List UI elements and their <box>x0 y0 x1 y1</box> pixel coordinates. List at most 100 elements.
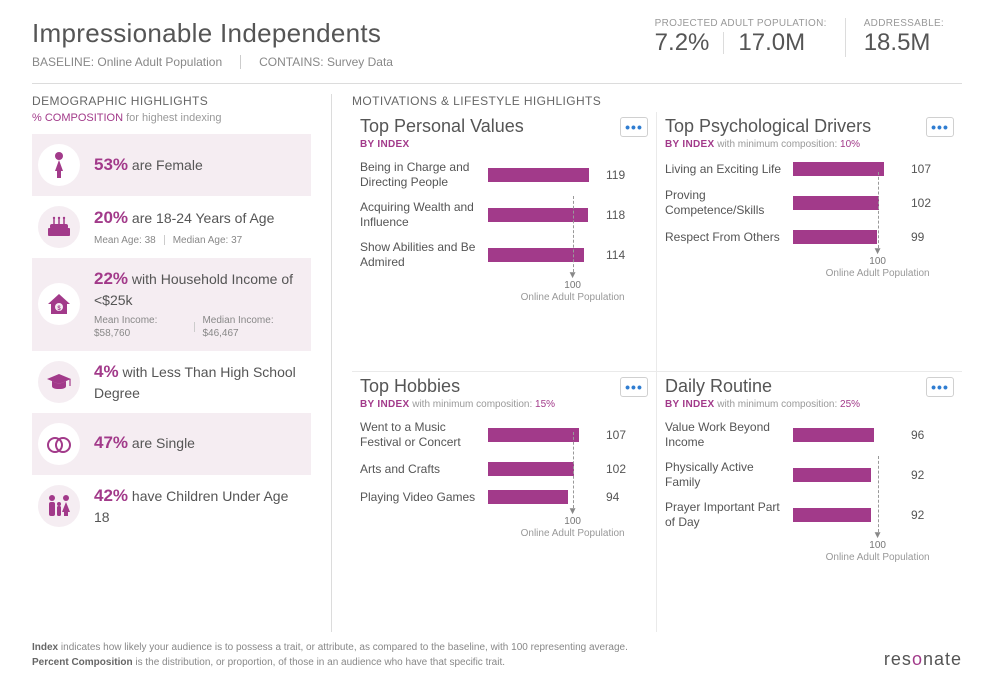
bar-label: Living an Exciting Life <box>665 162 785 177</box>
bar-track <box>488 488 598 506</box>
bar-row: Prayer Important Part of Day 92 <box>665 500 954 530</box>
baseline-marker: ▼100Online Adult Population <box>793 248 954 282</box>
baseline-marker: ▼100Online Adult Population <box>488 508 648 542</box>
demographics-title: DEMOGRAPHIC HIGHLIGHTS <box>32 94 311 108</box>
bar-row: Respect From Others 99 <box>665 228 954 246</box>
bar-value: 107 <box>606 428 626 442</box>
demographic-row: 53% are Female <box>32 134 311 196</box>
grad-icon <box>38 361 80 403</box>
bar-label: Being in Charge and Directing People <box>360 160 480 190</box>
footer: Index indicates how likely your audience… <box>32 640 962 670</box>
demographic-row: 42% have Children Under Age 18 <box>32 475 311 537</box>
bar-track <box>488 206 598 224</box>
stat-projected: PROJECTED ADULT POPULATION: 7.2% 17.0M <box>655 18 845 57</box>
card-subtitle: BY INDEX with minimum composition: 25% <box>665 399 954 410</box>
demographic-text: 42% have Children Under Age 18 <box>94 485 301 527</box>
baseline-marker: ▼100Online Adult Population <box>793 532 954 566</box>
demographic-text: 47% are Single <box>94 432 301 455</box>
bar-track <box>793 194 903 212</box>
brand-logo: resonate <box>884 649 962 670</box>
card-subtitle: BY INDEX with minimum composition: 15% <box>360 399 648 410</box>
bar-track <box>488 460 598 478</box>
card-subtitle: BY INDEX with minimum composition: 10% <box>665 139 954 150</box>
demographic-text: 20% are 18-24 Years of AgeMean Age: 38Me… <box>94 207 301 247</box>
card-title: Top Psychological Drivers <box>665 116 871 137</box>
card-menu-button[interactable]: ••• <box>620 377 648 397</box>
demographic-row: 20% are 18-24 Years of AgeMean Age: 38Me… <box>32 196 311 258</box>
bar-label: Proving Competence/Skills <box>665 188 785 218</box>
female-icon <box>38 144 80 186</box>
card-menu-button[interactable]: ••• <box>926 117 954 137</box>
bar-row: Physically Active Family92 <box>665 460 954 490</box>
bar-label: Show Abilities and Be Admired <box>360 240 480 270</box>
demographic-text: 22% with Household Income of <$25kMean I… <box>94 268 301 341</box>
motivation-card: Top Psychological Drivers ••• BY INDEX wit… <box>657 112 962 372</box>
bar-track <box>793 466 903 484</box>
motivations-title: MOTIVATIONS & LIFESTYLE HIGHLIGHTS <box>352 94 962 108</box>
bar-track <box>793 506 903 524</box>
bar-label: Arts and Crafts <box>360 462 480 477</box>
demographic-meta: Mean Age: 38Median Age: 37 <box>94 234 301 248</box>
bar-value: 96 <box>911 428 924 442</box>
card-menu-button[interactable]: ••• <box>620 117 648 137</box>
demographic-row: 47% are Single <box>32 413 311 475</box>
bar-label: Acquiring Wealth and Influence <box>360 200 480 230</box>
card-title: Top Hobbies <box>360 376 460 397</box>
bar-track <box>488 166 598 184</box>
bar-label: Playing Video Games <box>360 490 480 505</box>
addressable-value: 18.5M <box>864 29 944 57</box>
motivations-grid: Top Personal Values ••• BY INDEX Being in C… <box>352 112 962 632</box>
header: Impressionable Independents BASELINE: On… <box>32 18 962 84</box>
baseline-marker: ▼100Online Adult Population <box>488 272 648 306</box>
bar-row: Arts and Crafts 102 <box>360 460 648 478</box>
bar-track <box>488 426 598 444</box>
stat-addressable: ADDRESSABLE: 18.5M <box>845 18 962 57</box>
motivation-card: Top Personal Values ••• BY INDEX Being in C… <box>352 112 657 372</box>
bar-track <box>793 228 903 246</box>
rings-icon <box>38 423 80 465</box>
bar-label: Went to a Music Festival or Concert <box>360 420 480 450</box>
bar-row: Proving Competence/Skills 102 <box>665 188 954 218</box>
bar-label: Value Work Beyond Income <box>665 420 785 450</box>
bar-row: Playing Video Games 94 <box>360 488 648 506</box>
bar-row: Value Work Beyond Income 96 <box>665 420 954 450</box>
bar-value: 94 <box>606 490 619 504</box>
projected-pct: 7.2% <box>655 29 710 57</box>
page-title: Impressionable Independents <box>32 18 393 49</box>
bar-value: 102 <box>606 462 626 476</box>
bar-track <box>793 160 903 178</box>
bar-row: Acquiring Wealth and Influence 118 <box>360 200 648 230</box>
bar-row: Being in Charge and Directing People 119 <box>360 160 648 190</box>
demographics-list: 53% are Female 20% are 18-24 Years of Age… <box>32 134 311 537</box>
projected-count: 17.0M <box>738 29 805 57</box>
header-subtitle: BASELINE: Online Adult Population CONTAI… <box>32 55 393 69</box>
card-menu-button[interactable]: ••• <box>926 377 954 397</box>
bar-row: Living an Exciting Life 107 <box>665 160 954 178</box>
bar-label: Prayer Important Part of Day <box>665 500 785 530</box>
demographic-row: 4% with Less Than High School Degree <box>32 351 311 413</box>
bar-value: 118 <box>606 208 625 222</box>
family-icon <box>38 485 80 527</box>
bar-value: 107 <box>911 162 931 176</box>
bar-track <box>488 246 598 264</box>
bar-label: Respect From Others <box>665 230 785 245</box>
bar-value: 119 <box>606 168 625 182</box>
bar-row: Show Abilities and Be Admired 114 <box>360 240 648 270</box>
motivation-card: Daily Routine ••• BY INDEX with minimum co… <box>657 372 962 632</box>
card-title: Top Personal Values <box>360 116 524 137</box>
bar-value: 99 <box>911 230 924 244</box>
demographic-text: 4% with Less Than High School Degree <box>94 361 301 403</box>
bar-track <box>793 426 903 444</box>
bar-label: Physically Active Family <box>665 460 785 490</box>
cake-icon <box>38 206 80 248</box>
bar-value: 92 <box>911 508 924 522</box>
demographic-text: 53% are Female <box>94 154 301 177</box>
bar-row: Went to a Music Festival or Concert 107 <box>360 420 648 450</box>
demographic-meta: Mean Income: $58,760Median Income: $46,4… <box>94 314 301 341</box>
bar-value: 102 <box>911 196 931 210</box>
bar-value: 114 <box>606 248 625 262</box>
demographic-row: $22% with Household Income of <$25kMean … <box>32 258 311 351</box>
card-subtitle: BY INDEX <box>360 139 648 150</box>
card-title: Daily Routine <box>665 376 772 397</box>
demographics-subtitle: % COMPOSITION for highest indexing <box>32 112 311 124</box>
